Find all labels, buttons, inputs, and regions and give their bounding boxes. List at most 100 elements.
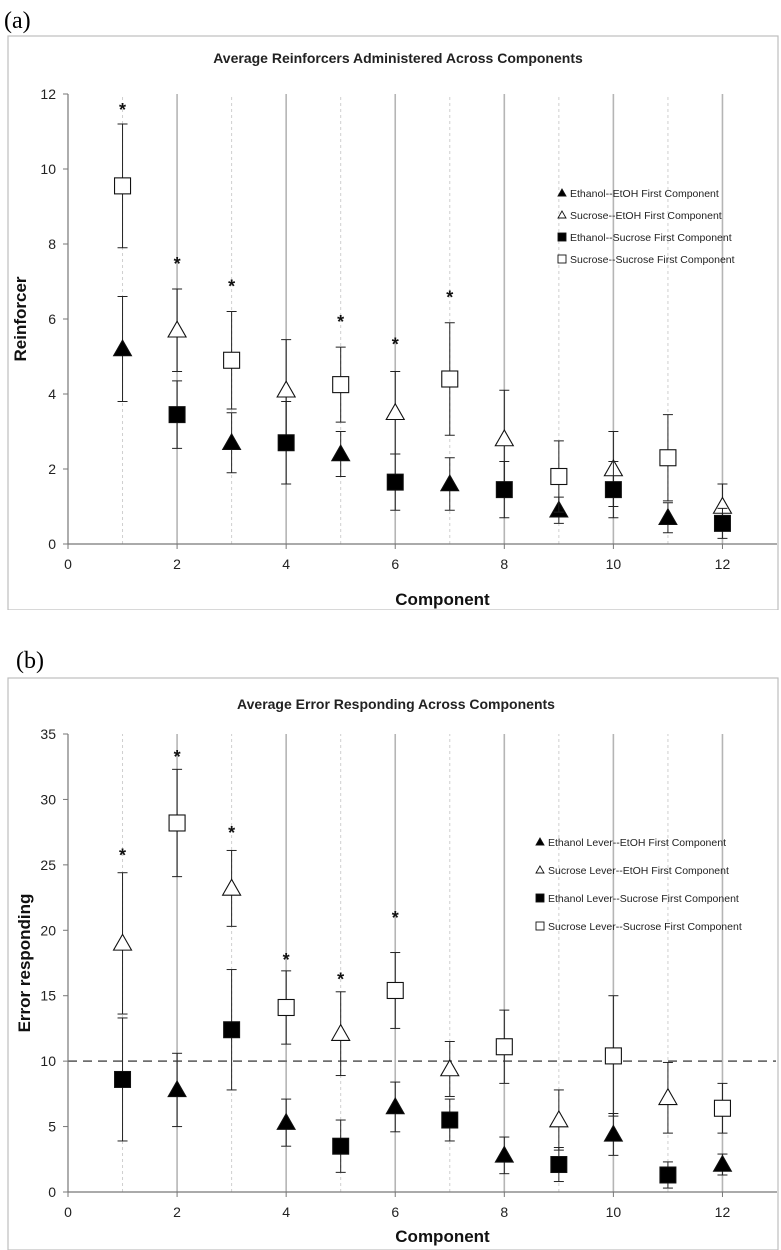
chart1-significance-star: * [174,747,181,767]
chart1-title: Average Error Responding Across Componen… [237,696,555,712]
chart0-data-point [221,432,242,450]
chart1-y-tick-label: 15 [40,988,56,1004]
chart1-data-point [713,1099,732,1117]
chart0-x-axis-title: Component [395,590,490,609]
chart1-data-point [330,1023,351,1041]
chart0-legend: Ethanol--EtOH First Component Sucrose--Et… [557,188,735,266]
chart1-significance-star: * [337,970,344,990]
chart0-y-tick-label: 6 [48,311,56,327]
chart0-y-tick-label: 12 [40,86,56,102]
chart1-series-sucrose-lever-etoh-first-component [112,849,678,1151]
chart1-data-point [223,1021,241,1039]
chart1-legend-marker [535,921,545,931]
chart1-data-point [494,1145,515,1163]
chart0-data-point [495,481,513,499]
chart0-data-point [604,481,622,499]
chart1-x-tick-label: 12 [715,1204,731,1220]
chart1-data-point [332,1137,350,1155]
chart0-series-sucrose-etoh-first-component [167,288,733,530]
chart0-data-point [659,449,677,467]
chart0-significance-star: * [174,254,181,274]
chart1-data-point [168,814,186,832]
chart1-data-point [112,933,133,951]
chart0-x-tick-label: 0 [64,556,72,572]
chart0-legend-marker [557,188,567,197]
chart0-x-tick-label: 8 [500,556,508,572]
chart1-y-tick-label: 5 [48,1119,56,1135]
chart1-y-tick-label: 25 [40,857,56,873]
chart0-y-axis-title: Reinforcer [11,276,30,361]
chart0-y-tick-label: 8 [48,236,56,252]
chart0-data-point [330,443,351,462]
chart0-y-tick-label: 0 [48,536,56,552]
reinforcer-chart: 0 2 4 6 8 10 12 0 2 4 6 8 10 12 Average Reinforcers Ad… [7,35,779,610]
chart1-legend-marker [535,893,545,903]
chart1-series-ethanol-lever-sucrose-first-component [114,969,677,1189]
chart0-series-ethanol-sucrose-first-component [168,380,731,539]
chart1-data-point [604,1047,622,1065]
chart1-legend-label: Sucrose Lever--Sucrose First Component [548,921,742,933]
chart0-significance-star: * [337,312,344,332]
chart1-legend-item: Ethanol Lever--EtOH First Component [535,837,726,849]
chart1-series-ethanol-lever-etoh-first-component [167,1052,733,1176]
chart0-x-tick-label: 12 [715,556,731,572]
chart0-title: Average Reinforcers Administered Across … [213,50,583,66]
error-responding-chart: 0 5 10 15 20 25 30 35 0 2 4 6 8 10 12 Average Error Res… [7,677,779,1250]
chart0-y-tick-label: 10 [40,161,56,177]
chart1-data-point [548,1109,569,1128]
chart0-legend-label: Sucrose--Sucrose First Component [570,254,735,266]
chart0-data-point [332,376,350,394]
chart0-data-point [112,338,133,357]
chart1-legend: Ethanol Lever--EtOH First Component Sucro… [535,837,742,933]
chart1-legend-marker [535,837,545,846]
chart0-legend-marker [557,254,567,264]
chart1-legend-item: Ethanol Lever--Sucrose First Component [535,893,739,905]
chart1-x-tick-label: 2 [173,1204,181,1220]
panel-label-b: (b) [16,648,44,674]
chart0-data-point [658,507,678,525]
chart0-y-tick-label: 2 [48,461,56,477]
chart1-x-tick-label: 6 [391,1204,399,1220]
chart0-data-point [223,351,241,369]
chart0-data-point [277,434,295,452]
chart0-x-tick-label: 6 [391,556,399,572]
chart1-legend-label: Ethanol Lever--EtOH First Component [548,837,726,849]
chart0-x-tick-label: 2 [173,556,181,572]
chart1-data-point [277,998,295,1017]
chart0-legend-item: Sucrose--EtOH First Component [557,210,722,222]
chart1-y-tick-label: 10 [40,1053,56,1069]
chart1-data-point [167,1079,187,1098]
chart0-data-point [550,467,568,486]
chart1-y-tick-label: 0 [48,1184,56,1200]
chart1-significance-star: * [119,845,126,865]
chart0-legend-item: Ethanol--Sucrose First Component [557,232,732,244]
chart0-significance-star: * [228,276,235,296]
chart1-data-point [657,1087,678,1106]
chart1-series-sucrose-lever-sucrose-first-component [168,768,732,1134]
chart1-data-point [221,878,242,896]
chart0-x-tick-label: 4 [282,556,290,572]
chart1-data-point [439,1058,460,1077]
chart0-data-point [385,402,406,421]
chart0-significance-star: * [119,100,126,120]
chart1-legend-label: Sucrose Lever--EtOH First Component [548,865,729,877]
chart1-x-tick-label: 10 [606,1204,622,1220]
chart0-data-point [113,177,132,195]
chart0-data-point [494,428,515,447]
chart1-x-tick-label: 8 [500,1204,508,1220]
chart0-legend-label: Ethanol--EtOH First Component [570,188,719,200]
chart1-data-point [385,1096,406,1115]
chart0-legend-label: Ethanol--Sucrose First Component [570,232,732,244]
chart0-significance-star: * [392,334,399,354]
chart0-significance-star: * [446,288,453,308]
chart1-significance-star: * [283,950,290,970]
chart0-data-point [441,370,459,388]
panel-label-a: (a) [4,8,31,34]
chart0-data-point [439,473,460,492]
chart1-y-tick-label: 35 [40,726,56,742]
chart0-frame [7,35,779,610]
chart0-legend-marker [557,232,567,242]
chart1-significance-star: * [392,908,399,928]
chart1-x-tick-label: 0 [64,1204,72,1220]
chart0-data-point [386,473,404,491]
